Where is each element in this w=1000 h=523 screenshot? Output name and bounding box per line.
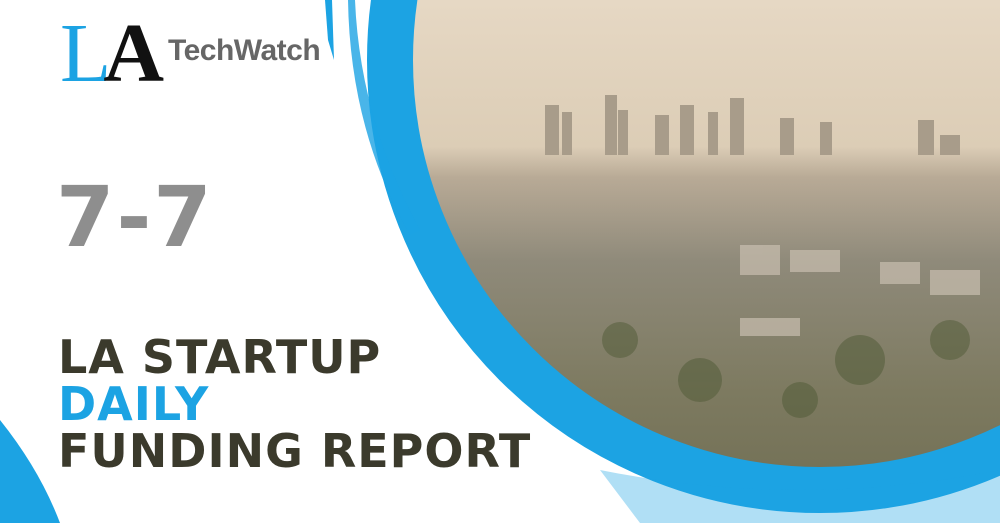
title-line-1: LA STARTUP [58,330,382,384]
logo-mark-a: A [103,7,164,100]
logo-wordmark: TechWatch [167,34,321,67]
skyline [545,95,960,155]
la-techwatch-logo[interactable]: L A TechWatch [60,7,321,100]
report-date: 7-7 [56,168,214,266]
logo-mark-l: L [60,7,112,100]
title-line-3: FUNDING REPORT [58,424,532,478]
buildings [740,245,980,336]
report-title: LA STARTUP DAILY FUNDING REPORT [58,334,531,475]
title-line-2: DAILY [58,377,210,431]
